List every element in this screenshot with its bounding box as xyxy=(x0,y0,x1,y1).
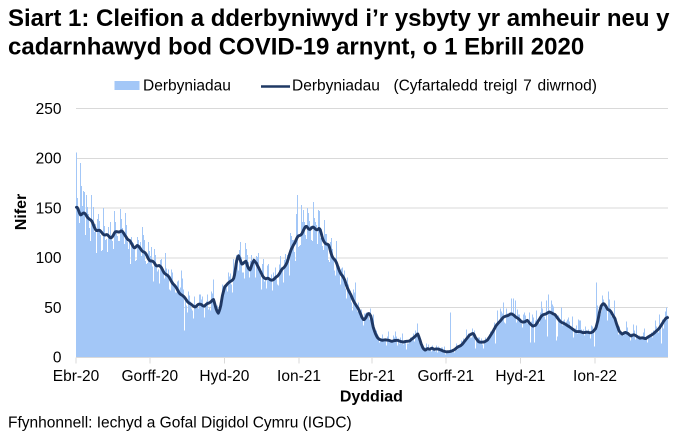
svg-text:0: 0 xyxy=(53,350,62,367)
svg-text:50: 50 xyxy=(44,300,62,317)
svg-text:Ffynhonnell: Iechyd a Gofal Di: Ffynhonnell: Iechyd a Gofal Digidol Cymr… xyxy=(8,414,352,431)
svg-text:Derbyniadau: Derbyniadau xyxy=(143,78,231,95)
svg-text:200: 200 xyxy=(36,151,62,168)
svg-text:Siart 1: Cleifion a dderbyniwy: Siart 1: Cleifion a dderbyniwyd i’r ysby… xyxy=(8,5,670,32)
svg-text:Derbyniadau (Cyfartaledd trei: Derbyniadau (Cyfartaledd treigl 7 diwrno… xyxy=(292,78,597,95)
svg-text:Ebr-21: Ebr-21 xyxy=(349,368,396,385)
svg-text:Ebr-20: Ebr-20 xyxy=(53,368,100,385)
svg-text:Dyddiad: Dyddiad xyxy=(340,389,403,406)
svg-text:250: 250 xyxy=(36,101,62,118)
svg-text:cadarnhawyd bod COVID-19 arnyn: cadarnhawyd bod COVID-19 arnynt, o 1 Ebr… xyxy=(8,34,584,61)
svg-text:150: 150 xyxy=(36,200,62,217)
svg-text:Gorff-21: Gorff-21 xyxy=(418,368,475,385)
svg-text:Nifer: Nifer xyxy=(13,194,30,230)
svg-text:Ion-22: Ion-22 xyxy=(573,368,617,385)
svg-text:Gorff-20: Gorff-20 xyxy=(122,368,179,385)
svg-text:Hyd-20: Hyd-20 xyxy=(199,368,249,385)
svg-text:Hyd-21: Hyd-21 xyxy=(495,368,545,385)
svg-text:Ion-21: Ion-21 xyxy=(277,368,321,385)
svg-text:100: 100 xyxy=(36,250,62,267)
